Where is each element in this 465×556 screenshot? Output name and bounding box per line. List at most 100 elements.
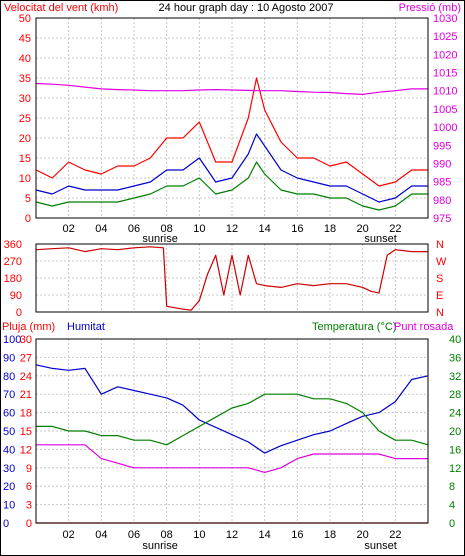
panel1-series-pressi- [35,82,428,96]
rain-humidity-temperature-panel: 0102030405060708090100036912151821242730… [3,334,461,552]
panel2-left-tick-label: 0 [16,307,22,319]
panel3-pluja-tick-label: 12 [20,444,32,456]
panel3-pluja-tick-label: 9 [26,463,32,475]
panel1-hour-label: 22 [389,223,401,235]
panel1-right-tick-label: 985 [433,177,451,189]
panel3-hour-label: 12 [226,529,238,541]
panel3-humitat-tick-label: 80 [3,371,15,383]
panel3-temp-tick-label: 24 [449,408,461,420]
panel3-humitat-tick-label: 30 [3,463,15,475]
panel3-pluja-label: Pluja (mm) [2,321,55,333]
panel2-left-tick-label: 270 [4,256,22,268]
panel3-humitat-label: Humitat [67,321,105,333]
panel3-sunrise-label: sunrise [142,540,177,552]
panel1-left-tick-label: 35 [19,73,31,85]
panel1-right-tick-label: 975 [433,213,451,225]
panel1-right-tick-label: 1010 [433,86,457,98]
panel1-hour-label: 16 [291,223,303,235]
panel1-series-mitjana [35,133,428,203]
header-left-label: Velocitat del vent (kmh) [4,2,118,14]
panel3-pluja-tick-label: 15 [20,426,32,438]
panel3-temp-tick-label: 36 [449,352,461,364]
panel1-left-tick-label: 50 [19,13,31,25]
panel2-left-tick-label: 180 [4,273,22,285]
panel1-hour-label: 10 [193,223,205,235]
panel3-series-humitat [35,364,429,454]
panel1-right-tick-label: 995 [433,140,451,152]
panel2-left-tick-label: 360 [4,239,22,251]
panel2-compass-letter: W [436,256,447,268]
panel1-right-tick-label: 1020 [433,49,457,61]
panel3-hour-label: 16 [291,529,303,541]
panel3-hour-label: 10 [193,529,205,541]
panel1-right-tick-label: 1005 [433,104,457,116]
panel3-temp-tick-label: 16 [449,444,461,456]
panel3-hour-label: 06 [128,529,140,541]
panel1-hour-label: 06 [128,223,140,235]
panel3-punt-rosada-label: Punt rosada [394,321,454,333]
panel3-temp-tick-label: 20 [449,426,461,438]
panel1-left-tick-label: 40 [19,53,31,65]
wind-pressure-panel: 0510152025303540455097598098599099510001… [19,13,458,245]
panel3-pluja-tick-label: 21 [20,389,32,401]
panel3-temp-tick-label: 28 [449,389,461,401]
panel2-left-tick-label: 90 [10,290,22,302]
panel3-pluja-tick-label: 3 [26,500,32,512]
panel3-series-temperatura [36,393,429,446]
panel3-temp-tick-label: 0 [449,518,455,530]
panel3-hour-label: 18 [324,529,336,541]
panel3-temp-tick-label: 40 [449,334,461,346]
panel3-pluja-tick-label: 27 [20,352,32,364]
panel3-pluja-tick-label: 6 [26,481,32,493]
panel3-temp-tick-label: 32 [449,371,461,383]
panel2-series-direccio [35,246,428,311]
panel3-temp-tick-label: 8 [449,481,455,493]
panel3-humitat-tick-label: 90 [3,352,15,364]
panel3-hour-label: 20 [357,529,369,541]
panel3-pluja-tick-label: 30 [20,334,32,346]
panel1-left-tick-label: 0 [25,213,31,225]
panel3-pluja-tick-label: 18 [20,408,32,420]
panel3-humitat-tick-label: 100 [3,334,21,346]
panel3-temperatura-label: Temperatura (°C) [312,321,396,333]
panel1-hour-label: 08 [161,223,173,235]
panel1-sunset-label: sunset [364,233,396,245]
panel3-humitat-tick-label: 20 [3,481,15,493]
panel3-humitat-tick-label: 40 [3,444,15,456]
panel2-compass-letter: E [436,290,443,302]
panel2-compass-letter: N [436,307,444,319]
panel3-humitat-tick-label: 70 [3,389,15,401]
header-right-label: Pressió (mb) [399,2,461,14]
panel1-sunrise-label: sunrise [142,233,177,245]
panel1-series-ratxa [35,77,428,187]
panel3-hour-label: 08 [161,529,173,541]
panel3-sunset-label: sunset [364,540,396,552]
panel1-right-tick-label: 1015 [433,68,457,80]
panel1-series-minim [35,161,428,211]
panel3-humitat-tick-label: 10 [3,500,15,512]
panel1-left-tick-label: 25 [19,113,31,125]
panel3-hour-label: 02 [63,529,75,541]
panel3-humitat-tick-label: 50 [3,426,15,438]
panel1-right-tick-label: 990 [433,158,451,170]
panel1-left-tick-label: 30 [19,93,31,105]
panel3-series-punt-rosada [36,444,428,473]
panel2-compass-letter: S [436,273,443,285]
panel3-pluja-tick-label: 24 [20,371,32,383]
panel2-plot-border [35,243,429,313]
panel3-hour-label: 04 [95,529,107,541]
panel1-left-tick-label: 5 [25,193,31,205]
panel1-right-tick-label: 1025 [433,31,457,43]
panel1-hour-label: 20 [357,223,369,235]
panel3-humitat-tick-label: 60 [3,408,15,420]
panel1-plot-border [35,17,429,219]
panel1-hour-label: 12 [226,223,238,235]
panel1-right-tick-label: 1000 [433,122,457,134]
panel3-hour-label: 14 [259,529,271,541]
panel3-plot-border [35,338,429,524]
panel1-hour-label: 18 [324,223,336,235]
panel3-temp-tick-label: 4 [449,500,455,512]
panel3-hour-label: 22 [389,529,401,541]
panel1-left-tick-label: 10 [19,173,31,185]
